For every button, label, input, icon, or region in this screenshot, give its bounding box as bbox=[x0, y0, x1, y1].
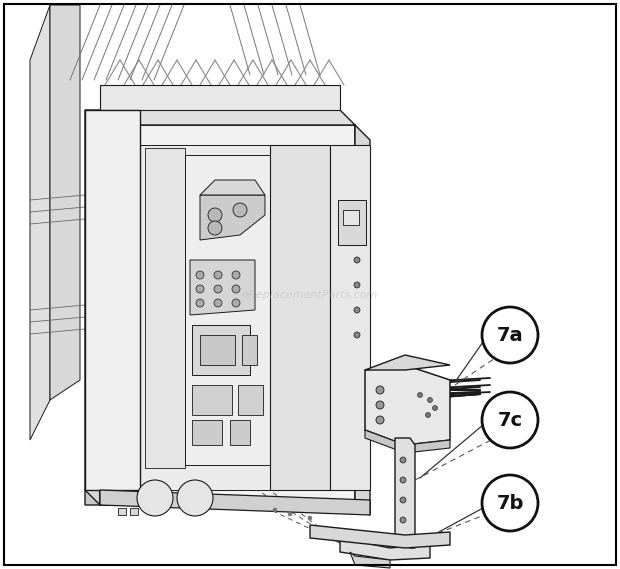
Polygon shape bbox=[200, 195, 265, 240]
Circle shape bbox=[308, 516, 312, 520]
Text: 7c: 7c bbox=[497, 410, 523, 430]
Bar bbox=[330, 145, 370, 490]
Bar bbox=[242, 335, 257, 365]
Circle shape bbox=[233, 203, 247, 217]
Circle shape bbox=[376, 401, 384, 409]
Circle shape bbox=[400, 497, 406, 503]
Circle shape bbox=[214, 299, 222, 307]
Polygon shape bbox=[100, 85, 340, 110]
Circle shape bbox=[196, 285, 204, 293]
Polygon shape bbox=[85, 110, 100, 505]
Circle shape bbox=[208, 221, 222, 235]
Polygon shape bbox=[190, 260, 255, 315]
Circle shape bbox=[354, 282, 360, 288]
Circle shape bbox=[482, 392, 538, 448]
Circle shape bbox=[232, 299, 240, 307]
Polygon shape bbox=[85, 110, 140, 490]
Circle shape bbox=[354, 332, 360, 338]
Polygon shape bbox=[365, 365, 450, 445]
Circle shape bbox=[196, 271, 204, 279]
Bar bbox=[230, 420, 250, 445]
Circle shape bbox=[400, 477, 406, 483]
Circle shape bbox=[425, 413, 430, 418]
Polygon shape bbox=[100, 125, 355, 505]
Bar bbox=[192, 385, 232, 415]
Circle shape bbox=[232, 271, 240, 279]
Circle shape bbox=[232, 285, 240, 293]
Circle shape bbox=[354, 307, 360, 313]
Circle shape bbox=[400, 517, 406, 523]
Polygon shape bbox=[310, 525, 450, 548]
Circle shape bbox=[428, 398, 433, 402]
Bar bbox=[145, 148, 185, 468]
Text: 7a: 7a bbox=[497, 325, 523, 344]
Polygon shape bbox=[355, 125, 370, 515]
Bar bbox=[270, 145, 330, 490]
Polygon shape bbox=[395, 438, 415, 548]
Text: 7b: 7b bbox=[497, 493, 524, 513]
Circle shape bbox=[177, 480, 213, 516]
Bar bbox=[238, 385, 263, 415]
Bar bbox=[200, 335, 235, 365]
Polygon shape bbox=[85, 110, 355, 125]
Bar bbox=[338, 200, 366, 245]
Bar bbox=[185, 155, 315, 465]
Circle shape bbox=[482, 475, 538, 531]
Circle shape bbox=[400, 457, 406, 463]
Polygon shape bbox=[85, 490, 370, 515]
Text: eReplacementParts.com: eReplacementParts.com bbox=[242, 290, 378, 300]
Circle shape bbox=[288, 512, 292, 516]
Polygon shape bbox=[118, 508, 126, 515]
Polygon shape bbox=[140, 145, 330, 490]
Polygon shape bbox=[30, 5, 50, 440]
Polygon shape bbox=[50, 5, 80, 400]
Circle shape bbox=[482, 307, 538, 363]
Circle shape bbox=[196, 299, 204, 307]
Circle shape bbox=[354, 257, 360, 263]
Circle shape bbox=[376, 416, 384, 424]
Polygon shape bbox=[200, 180, 265, 195]
Circle shape bbox=[214, 285, 222, 293]
Circle shape bbox=[273, 508, 277, 512]
Polygon shape bbox=[130, 508, 138, 515]
Polygon shape bbox=[365, 355, 450, 370]
Polygon shape bbox=[365, 430, 450, 453]
Bar bbox=[192, 420, 222, 445]
Polygon shape bbox=[192, 325, 250, 375]
Circle shape bbox=[376, 386, 384, 394]
Bar bbox=[343, 210, 359, 225]
Circle shape bbox=[433, 406, 438, 410]
Circle shape bbox=[417, 393, 422, 398]
Circle shape bbox=[214, 271, 222, 279]
Circle shape bbox=[208, 208, 222, 222]
Polygon shape bbox=[350, 552, 390, 568]
Circle shape bbox=[137, 480, 173, 516]
Polygon shape bbox=[340, 538, 430, 560]
Polygon shape bbox=[100, 490, 370, 515]
